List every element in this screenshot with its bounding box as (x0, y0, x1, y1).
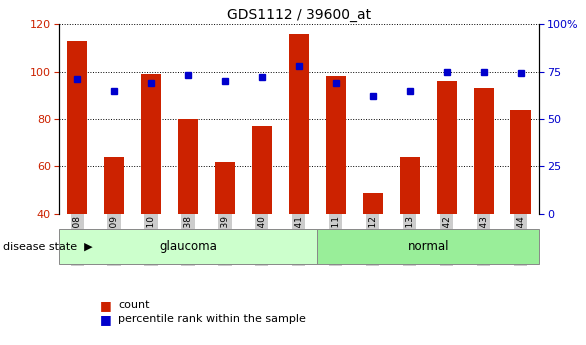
Title: GDS1112 / 39600_at: GDS1112 / 39600_at (227, 8, 371, 22)
Bar (252, 126, 272, 214)
Bar (318, 229, 539, 264)
Text: count: count (118, 300, 150, 310)
Text: ■: ■ (100, 313, 111, 326)
Text: glaucoma: glaucoma (159, 240, 217, 253)
Bar (178, 119, 198, 214)
Bar (473, 88, 494, 214)
Bar (59, 229, 318, 264)
Bar (400, 157, 420, 214)
Bar (437, 81, 457, 214)
Bar (67, 41, 87, 214)
Text: ■: ■ (100, 299, 111, 312)
Text: percentile rank within the sample: percentile rank within the sample (118, 314, 306, 324)
Text: disease state  ▶: disease state ▶ (3, 242, 93, 252)
Bar (326, 76, 346, 214)
Bar (510, 109, 531, 214)
Bar (141, 74, 161, 214)
Bar (289, 33, 309, 214)
Bar (104, 157, 124, 214)
Bar (363, 193, 383, 214)
Text: normal: normal (407, 240, 449, 253)
Bar (214, 162, 235, 214)
